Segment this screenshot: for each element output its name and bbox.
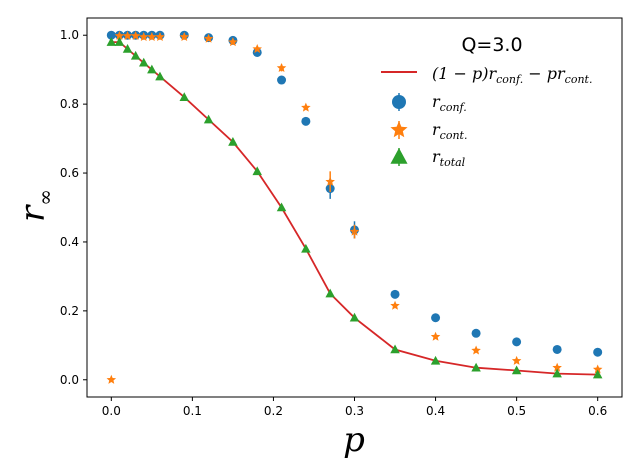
point-triangle-2 <box>552 368 562 378</box>
x-tick-label: 0.3 <box>345 404 364 418</box>
x-tick-label: 0.6 <box>588 404 607 418</box>
x-tick-label: 0.4 <box>426 404 445 418</box>
point-triangle-2 <box>511 365 522 375</box>
legend-swatches <box>390 93 408 166</box>
point-star-1 <box>179 31 190 41</box>
svg-text:(1 − p)rconf. − prcont.: (1 − p)rconf. − prcont. <box>432 64 592 86</box>
x-tick-label: 0.5 <box>507 404 526 418</box>
legend-total-sub: total <box>440 156 466 169</box>
svg-text:rcont.: rcont. <box>432 120 467 142</box>
point-star-1 <box>155 31 165 41</box>
svg-text:r∞: r∞ <box>13 189 57 222</box>
legend: (1 − p)rconf. − prcont. rconf. rcont. rt… <box>381 64 592 169</box>
ticks: 0.0 0.1 0.2 0.3 0.4 0.5 0.6 0.0 0.2 0.4 0.6 0.8 1.0 <box>60 28 607 418</box>
point-star-1 <box>592 364 603 374</box>
y-tick-label: 0.8 <box>60 97 79 111</box>
legend-marker-triangle <box>390 148 408 164</box>
point-triangle-2 <box>179 92 190 101</box>
point-star-1 <box>511 355 522 365</box>
y-axis-label-sub: ∞ <box>33 189 57 206</box>
y-tick-label: 0.0 <box>60 373 79 387</box>
legend-line-label: (1 − p)r <box>432 64 497 83</box>
point-triangle-2 <box>106 37 117 46</box>
legend-marker-star <box>390 121 408 138</box>
point-star-1 <box>430 331 441 341</box>
y-axis-label: r∞ <box>13 189 57 222</box>
point-circle-0 <box>431 313 441 323</box>
marker-layer <box>106 30 603 384</box>
point-star-1 <box>122 30 133 40</box>
point-circle-0 <box>552 344 562 354</box>
point-circle-0 <box>512 337 522 347</box>
point-star-1 <box>106 374 117 384</box>
legend-total-main: r <box>432 147 441 166</box>
point-star-1 <box>252 44 262 54</box>
y-axis-label-main: r <box>13 204 53 222</box>
point-circle-0 <box>301 116 311 126</box>
point-circle-0 <box>593 347 603 357</box>
legend-entry-line: (1 − p)rconf. − prcont. <box>381 64 592 86</box>
legend-conf-main: r <box>432 92 441 111</box>
point-triangle-2 <box>430 355 441 365</box>
point-triangle-2 <box>325 288 335 298</box>
point-triangle-2 <box>471 362 481 372</box>
point-circle-0 <box>471 328 481 338</box>
point-star-1 <box>147 31 157 41</box>
point-triangle-2 <box>276 202 287 212</box>
point-star-1 <box>471 345 481 355</box>
x-tick-label: 0.0 <box>102 404 121 418</box>
point-triangle-2 <box>349 312 360 322</box>
point-triangle-2 <box>130 50 141 60</box>
legend-line-sub1: conf. <box>496 73 523 86</box>
point-triangle-2 <box>252 166 262 176</box>
point-triangle-2 <box>592 369 603 379</box>
point-triangle-2 <box>390 344 400 354</box>
point-triangle-2 <box>155 71 165 81</box>
svg-text:rconf.: rconf. <box>432 92 467 114</box>
point-triangle-2 <box>203 114 214 124</box>
model-line-layer <box>111 41 598 376</box>
point-triangle-2 <box>114 37 125 46</box>
point-circle-0 <box>106 30 116 40</box>
point-star-1 <box>130 30 141 40</box>
legend-cont-main: r <box>432 120 441 139</box>
y-tick-label: 0.4 <box>60 235 79 249</box>
x-tick-label: 0.1 <box>183 404 202 418</box>
point-star-1 <box>114 30 125 40</box>
legend-entry-conf: rconf. <box>432 92 467 114</box>
y-tick-label: 0.2 <box>60 304 79 318</box>
point-circle-0 <box>390 289 400 299</box>
x-axis-label: p <box>343 420 365 460</box>
y-tick-label: 0.6 <box>60 166 79 180</box>
x-tick-label: 0.2 <box>264 404 283 418</box>
point-star-1 <box>552 362 562 372</box>
point-triangle-2 <box>228 137 238 146</box>
legend-entry-total: rtotal <box>432 147 466 169</box>
legend-marker-circle <box>392 95 406 109</box>
point-triangle-2 <box>301 243 311 253</box>
legend-conf-sub: conf. <box>440 101 467 114</box>
point-circle-0 <box>277 75 287 85</box>
legend-entry-cont: rcont. <box>432 120 467 142</box>
chart-title: Q=3.0 <box>461 34 522 56</box>
point-triangle-2 <box>122 44 133 53</box>
point-triangle-2 <box>147 64 157 74</box>
model-line <box>111 41 598 376</box>
point-triangle-2 <box>138 57 149 67</box>
legend-line-sub2: cont. <box>565 73 593 86</box>
y-tick-label: 1.0 <box>60 28 79 42</box>
legend-cont-sub: cont. <box>440 129 468 142</box>
point-star-1 <box>203 33 214 43</box>
svg-text:rtotal: rtotal <box>432 147 466 169</box>
point-star-1 <box>301 102 311 112</box>
legend-line-mid: − pr <box>523 64 566 83</box>
point-star-1 <box>138 31 149 41</box>
point-star-1 <box>228 37 238 47</box>
point-star-1 <box>390 300 400 310</box>
